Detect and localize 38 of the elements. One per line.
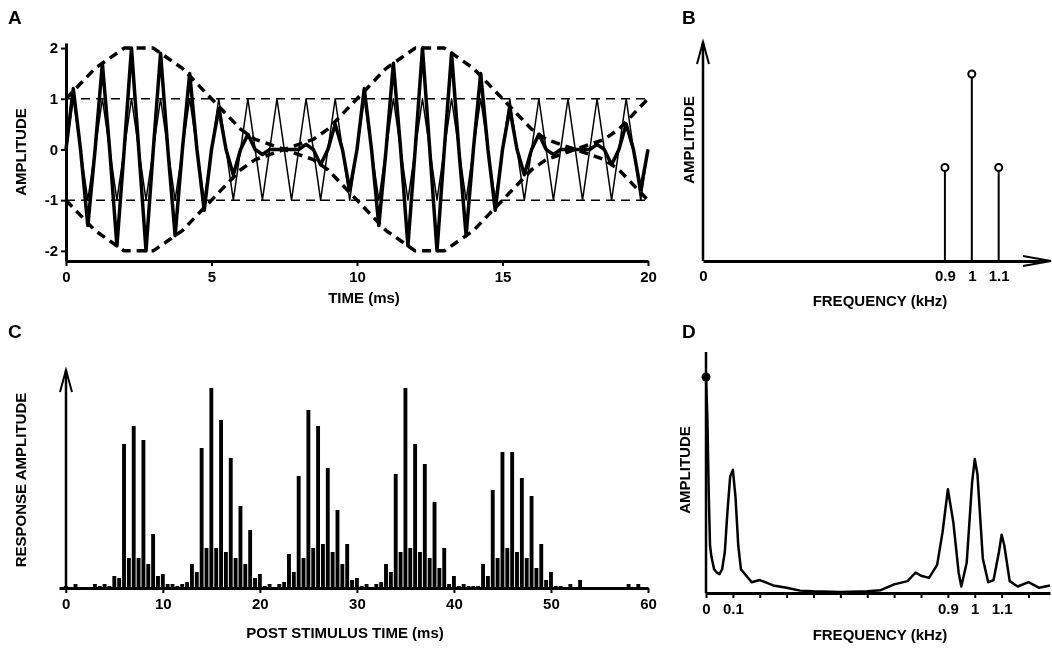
x-tick-label: 0 xyxy=(702,599,711,617)
x-tick-label: 20 xyxy=(252,594,269,612)
y-tick-label: 0 xyxy=(49,140,58,158)
chart-title: D xyxy=(682,321,696,342)
x-tick-label: 0 xyxy=(62,267,71,285)
y-axis-title: AMPLITUDE xyxy=(676,426,693,514)
x-tick-label: 1.1 xyxy=(991,599,1013,617)
x-axis-title: TIME (ms) xyxy=(328,289,400,306)
x-axis-title: POST STIMULUS TIME (ms) xyxy=(246,624,444,641)
y-tick-label: 2 xyxy=(49,39,58,57)
x-tick-label: 15 xyxy=(494,267,512,285)
x-tick-label: 0.1 xyxy=(722,599,744,617)
y-tick-label: -1 xyxy=(44,191,58,209)
y-tick-label: -2 xyxy=(44,242,58,260)
y-axis-title: RESPONSE AMPLITUDE xyxy=(12,392,29,568)
x-tick-label: 50 xyxy=(543,594,560,612)
x-tick-label: 0.9 xyxy=(937,599,959,617)
x-tick-label: 10 xyxy=(349,267,366,285)
x-tick-label: 30 xyxy=(349,594,366,612)
y-axis-title: AMPLITUDE xyxy=(12,108,29,196)
chart-title: C xyxy=(8,321,22,342)
x-tick-label: 1.1 xyxy=(988,266,1010,284)
x-tick-label: 10 xyxy=(154,594,172,612)
chart-title: B xyxy=(682,7,696,28)
x-tick-label: 0 xyxy=(62,594,71,612)
x-tick-label: 1 xyxy=(971,599,980,617)
y-axis-title: AMPLITUDE xyxy=(680,96,697,184)
x-tick-label: 0 xyxy=(699,266,708,284)
x-tick-label: 60 xyxy=(640,594,657,612)
chart-title: A xyxy=(8,7,22,28)
x-axis-title: FREQUENCY (kHz) xyxy=(812,626,948,643)
x-tick-label: 20 xyxy=(640,267,657,285)
x-tick-label: 5 xyxy=(207,267,217,285)
x-tick-label: 0.9 xyxy=(934,266,956,284)
y-tick-label: 1 xyxy=(49,90,58,108)
x-tick-label: 1 xyxy=(968,266,977,284)
x-axis-title: FREQUENCY (kHz) xyxy=(812,292,948,309)
x-tick-label: 40 xyxy=(446,594,463,612)
